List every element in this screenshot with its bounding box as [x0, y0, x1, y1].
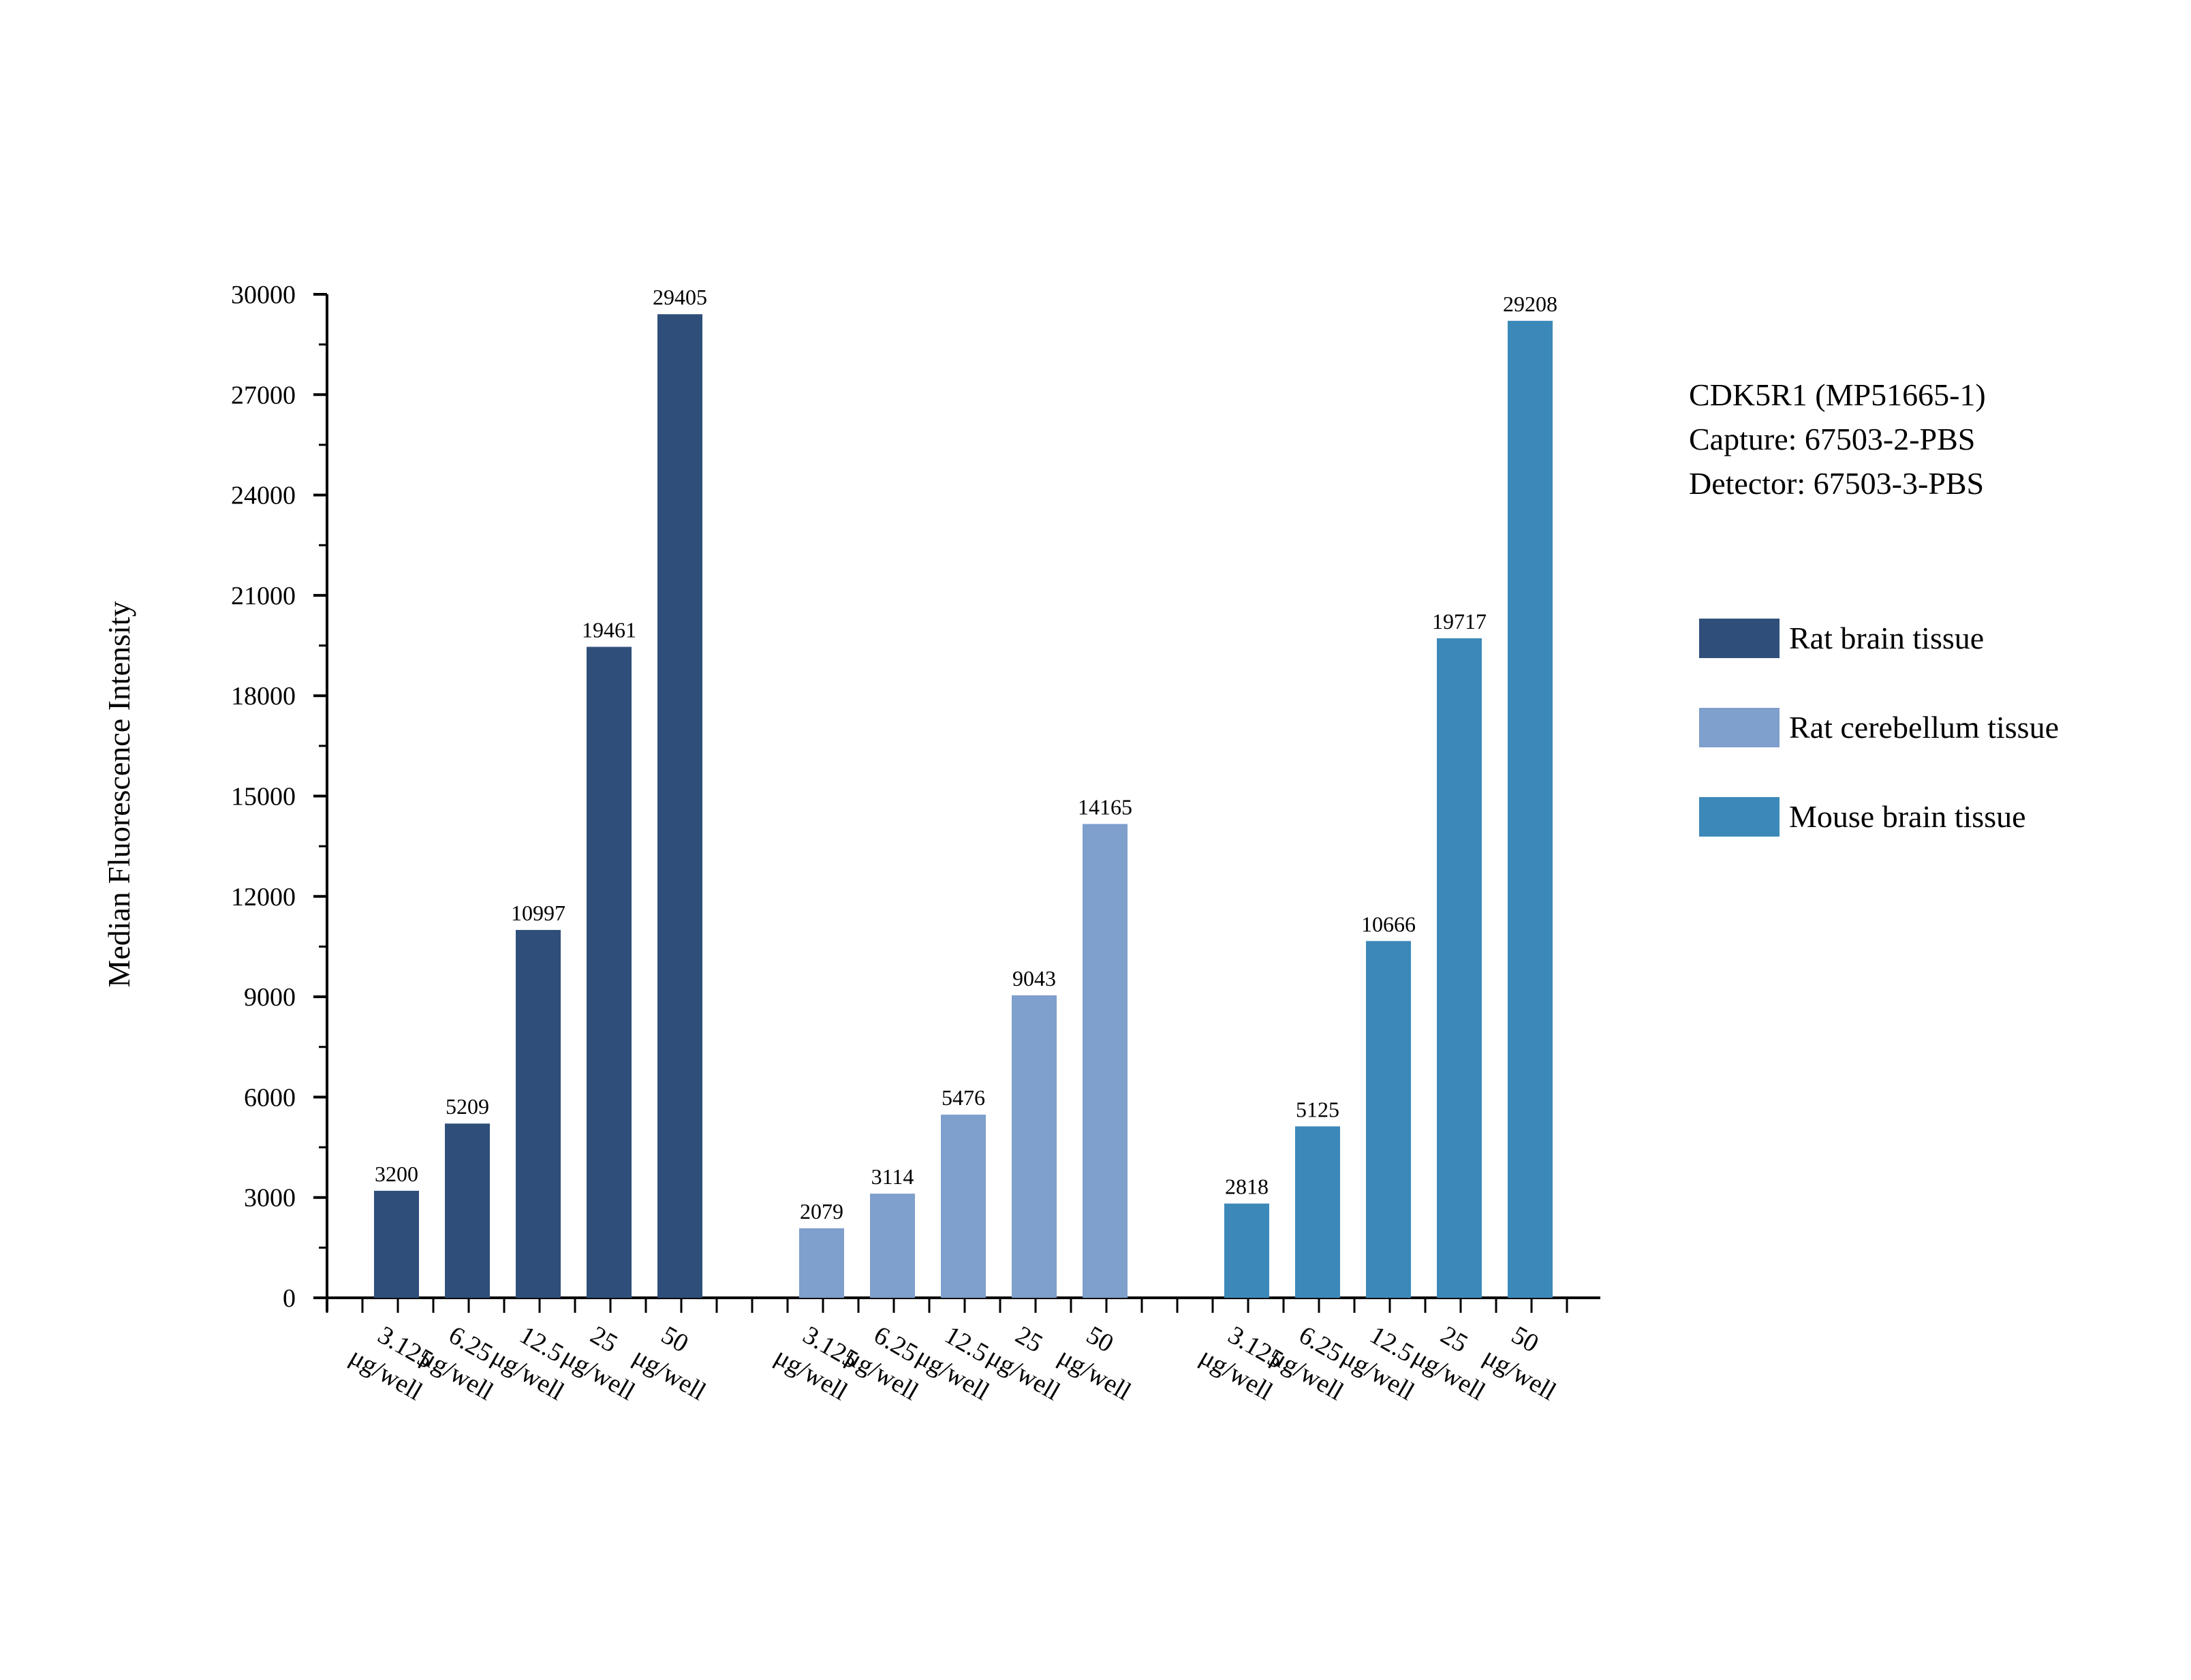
bar	[870, 1194, 915, 1298]
y-tick-label: 0	[283, 1284, 296, 1313]
y-axis-title: Median Fluorescence Intensity	[102, 601, 136, 987]
bar	[1295, 1126, 1340, 1298]
y-tick-label: 24000	[231, 482, 296, 510]
bar-value-label: 19461	[582, 617, 636, 642]
y-tick-label: 6000	[244, 1083, 296, 1112]
bar	[1012, 995, 1057, 1298]
y-tick-label: 21000	[231, 582, 296, 610]
bar-value-label: 2079	[800, 1199, 843, 1224]
bar	[657, 314, 702, 1298]
legend-swatch-mouse-brain	[1699, 797, 1780, 837]
bar	[1366, 941, 1411, 1298]
chart-annotation: CDK5R1 (MP51665-1) Capture: 67503-2-PBS …	[1689, 377, 1986, 501]
bar	[516, 930, 561, 1298]
annotation-line-1: CDK5R1 (MP51665-1)	[1689, 377, 1986, 412]
y-tick-label: 9000	[244, 983, 296, 1012]
bar-value-label: 9043	[1012, 966, 1056, 991]
legend-swatch-rat-cerebellum	[1699, 708, 1780, 747]
y-tick-label: 3000	[244, 1184, 296, 1213]
x-tick-label: 50μg/well	[628, 1313, 727, 1406]
bar	[1508, 320, 1553, 1298]
legend: Rat brain tissue Rat cerebellum tissue M…	[1699, 619, 2059, 837]
bar-value-label: 10997	[511, 901, 565, 925]
legend-label-rat-brain: Rat brain tissue	[1789, 621, 1984, 655]
legend-swatch-rat-brain	[1699, 619, 1780, 658]
bar	[1224, 1203, 1269, 1298]
y-tick-label: 27000	[231, 381, 296, 409]
bar	[374, 1190, 419, 1298]
bar	[941, 1115, 986, 1298]
legend-label-rat-cerebellum: Rat cerebellum tissue	[1789, 710, 2059, 745]
bar	[587, 647, 632, 1298]
bar-value-label: 3200	[375, 1162, 418, 1186]
bar	[1437, 638, 1482, 1298]
annotation-line-2: Capture: 67503-2-PBS	[1689, 422, 1975, 456]
y-tick-label: 18000	[231, 682, 296, 711]
x-tick-label: 50μg/well	[1053, 1313, 1152, 1406]
bar-value-label: 29208	[1503, 292, 1557, 316]
bar-value-label: 5125	[1296, 1097, 1339, 1121]
bar-value-label: 5209	[446, 1094, 489, 1119]
x-tick-label: 50μg/well	[1478, 1313, 1577, 1406]
bar-value-label: 29405	[653, 285, 707, 309]
legend-item-rat-cerebellum: Rat cerebellum tissue	[1699, 708, 2059, 747]
legend-item-rat-brain: Rat brain tissue	[1699, 619, 1984, 658]
data-labels: 3200 5209 10997 19461 29405 2079 3114 5476 9043 1…	[375, 285, 1557, 1224]
bar-value-label: 10666	[1361, 912, 1416, 936]
legend-item-mouse-brain: Mouse brain tissue	[1699, 797, 2026, 837]
bar-value-label: 2818	[1225, 1175, 1269, 1199]
annotation-line-3: Detector: 67503-3-PBS	[1689, 466, 1984, 501]
bar-value-label: 19717	[1432, 609, 1487, 634]
bar	[445, 1123, 490, 1298]
legend-label-mouse-brain: Mouse brain tissue	[1789, 799, 2026, 834]
axes: 0 3000 6000 9000 12000 15000 18000 21000 24000 27…	[231, 281, 1600, 1313]
y-tick-label: 30000	[231, 281, 296, 309]
bars	[374, 314, 1553, 1298]
bar-value-label: 5476	[942, 1085, 985, 1110]
x-tick-labels: 3.125μg/well 6.25μg/well 12.5μg/well25μg/w…	[345, 1313, 1577, 1406]
bar-value-label: 3114	[871, 1164, 914, 1189]
bar	[1083, 824, 1128, 1298]
y-tick-label: 12000	[231, 883, 296, 912]
y-tick-label: 15000	[231, 783, 296, 811]
bar	[799, 1228, 844, 1298]
bar-value-label: 14165	[1078, 794, 1132, 819]
